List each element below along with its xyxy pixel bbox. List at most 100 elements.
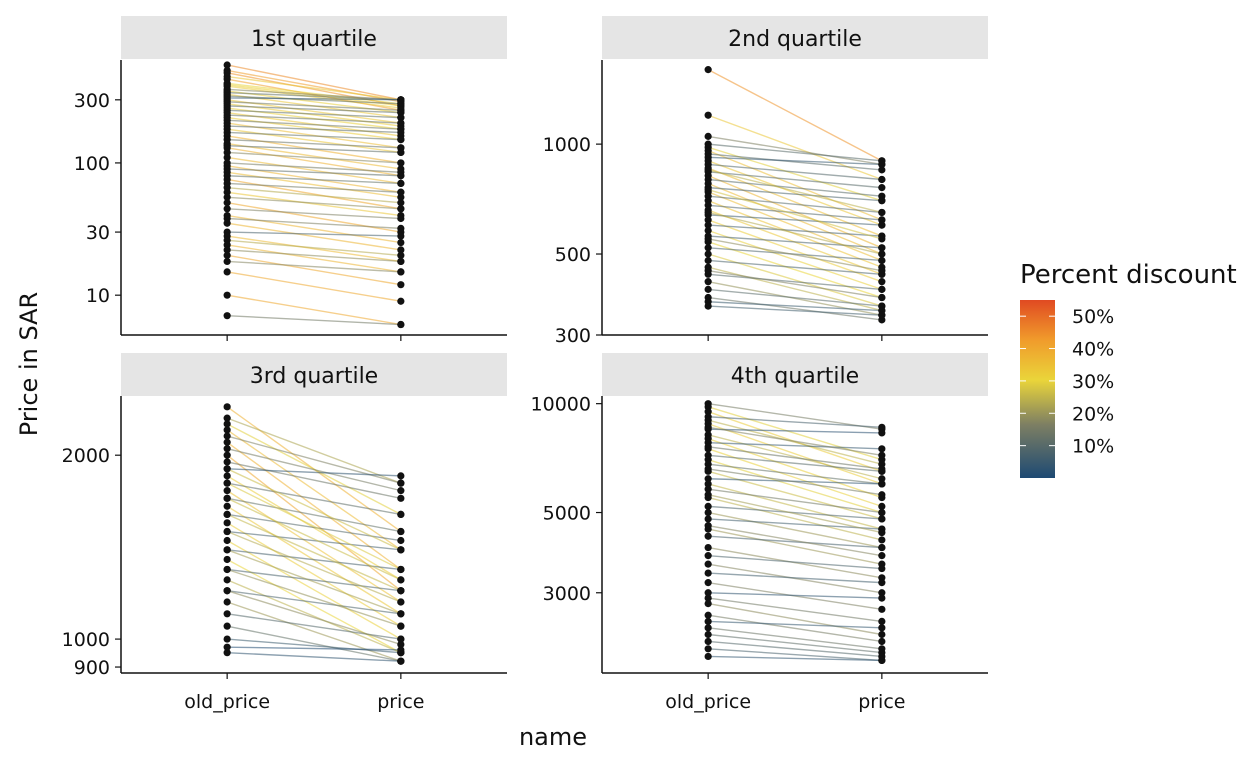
price-point	[397, 224, 405, 232]
pair-lines	[226, 406, 402, 662]
price-point	[878, 656, 886, 665]
old-price-point	[704, 235, 712, 243]
pair-line	[708, 270, 882, 299]
pair-line	[707, 160, 883, 226]
pair-line	[708, 597, 882, 623]
pair-line	[707, 241, 883, 299]
pair-lines	[707, 68, 883, 321]
old-price-point	[704, 111, 712, 119]
old-price-point	[704, 589, 712, 597]
pair-points	[223, 61, 405, 329]
price-point	[397, 622, 405, 630]
price-point	[878, 175, 886, 184]
price-point	[878, 256, 886, 265]
old-price-point	[704, 244, 712, 252]
old-price-point	[223, 487, 231, 495]
pair-line	[227, 138, 401, 149]
pair-line	[227, 151, 401, 164]
old-price-point	[223, 246, 231, 254]
x-tick-label: old_price	[184, 691, 270, 713]
pair-line	[708, 620, 882, 629]
pair-line	[227, 235, 401, 263]
pair-line	[708, 592, 882, 599]
pair-line	[227, 244, 401, 273]
price-point	[878, 630, 886, 639]
pair-line	[227, 249, 401, 263]
pair-lines	[707, 402, 883, 662]
pair-line	[226, 549, 402, 615]
pair-line	[708, 301, 882, 312]
pair-line	[227, 468, 401, 477]
price-point	[397, 214, 405, 223]
pair-line	[708, 235, 882, 249]
pair-line	[708, 259, 882, 275]
pair-line	[227, 239, 401, 257]
x-tick-label: price	[858, 691, 905, 713]
pair-points	[223, 403, 405, 665]
price-point	[878, 197, 886, 205]
pair-line	[708, 511, 882, 549]
price-point	[878, 208, 886, 217]
pair-line	[707, 434, 883, 480]
legend-label: 40%	[1072, 339, 1114, 361]
price-point	[878, 589, 886, 597]
old-price-point	[223, 148, 231, 157]
price-point	[397, 565, 405, 574]
pair-line	[708, 524, 882, 557]
old-price-point	[704, 480, 712, 488]
pair-line	[227, 95, 401, 105]
pair-line	[707, 174, 883, 249]
old-price-point	[223, 472, 231, 480]
pair-line	[227, 175, 401, 185]
pair-line	[708, 441, 882, 450]
pair-line	[227, 530, 401, 551]
pair-line	[707, 167, 883, 237]
old-price-point	[223, 268, 231, 276]
legend: Percent discount 50% 40% 30% 20% 10%	[1020, 260, 1237, 478]
y-tick-label: 10	[86, 285, 110, 307]
price-point	[397, 136, 405, 144]
legend-label: 20%	[1072, 403, 1114, 425]
price-point	[878, 529, 886, 537]
pair-line	[227, 142, 401, 170]
pair-line	[226, 558, 402, 654]
price-point	[878, 624, 886, 632]
price-point	[397, 199, 405, 207]
pair-line	[708, 554, 882, 570]
pair-line	[227, 254, 401, 286]
pair-line	[708, 505, 882, 520]
old-price-point	[704, 624, 712, 632]
old-price-point	[704, 423, 712, 431]
old-price-point	[223, 61, 231, 69]
facet-strip-title: 4th quartile	[731, 364, 859, 389]
price-point	[397, 172, 405, 180]
old-price-point	[223, 291, 231, 299]
facet-panel-3: 3rd quartile 900 1000 2000 old_price price	[62, 353, 507, 713]
pair-line	[708, 135, 882, 166]
price-point	[878, 221, 886, 229]
pair-line	[708, 494, 882, 534]
old-price-point	[223, 465, 231, 473]
pair-line	[227, 196, 401, 210]
price-point	[397, 472, 405, 480]
price-point	[878, 244, 886, 252]
legend-label: 30%	[1072, 371, 1114, 393]
price-point	[878, 552, 886, 560]
pair-line	[227, 186, 401, 204]
pair-line	[226, 441, 402, 571]
price-point	[397, 536, 405, 545]
pair-line	[227, 109, 401, 119]
pair-line	[227, 75, 401, 101]
price-point	[878, 594, 886, 602]
price-point	[878, 480, 886, 488]
pair-line	[226, 601, 402, 662]
old-price-point	[223, 432, 231, 440]
price-point	[878, 293, 886, 302]
price-point	[397, 109, 405, 117]
old-price-point	[223, 257, 231, 266]
pair-line	[708, 627, 882, 650]
price-point	[397, 479, 405, 487]
y-tick-label: 900	[74, 657, 110, 679]
pair-line	[707, 483, 883, 530]
pair-line	[707, 114, 883, 181]
